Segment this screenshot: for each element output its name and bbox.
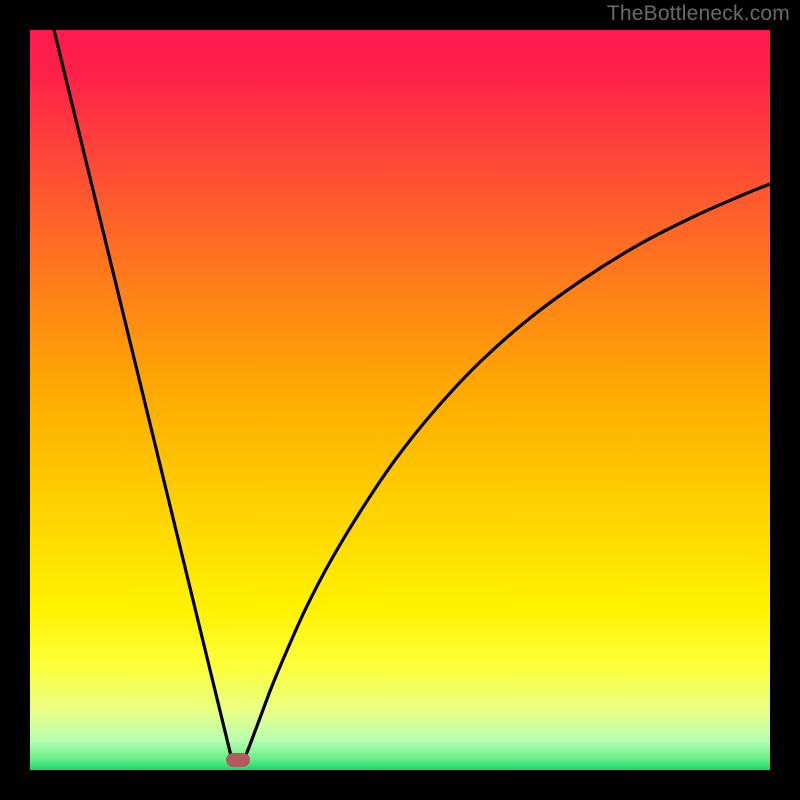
minimum-marker — [226, 753, 250, 767]
curve-right-segment — [244, 184, 770, 760]
watermark-text: TheBottleneck.com — [607, 2, 790, 26]
curve-left-segment — [54, 30, 232, 760]
plot-area — [30, 30, 770, 770]
chart-frame: TheBottleneck.com — [0, 0, 800, 800]
bottleneck-curve — [30, 30, 770, 770]
